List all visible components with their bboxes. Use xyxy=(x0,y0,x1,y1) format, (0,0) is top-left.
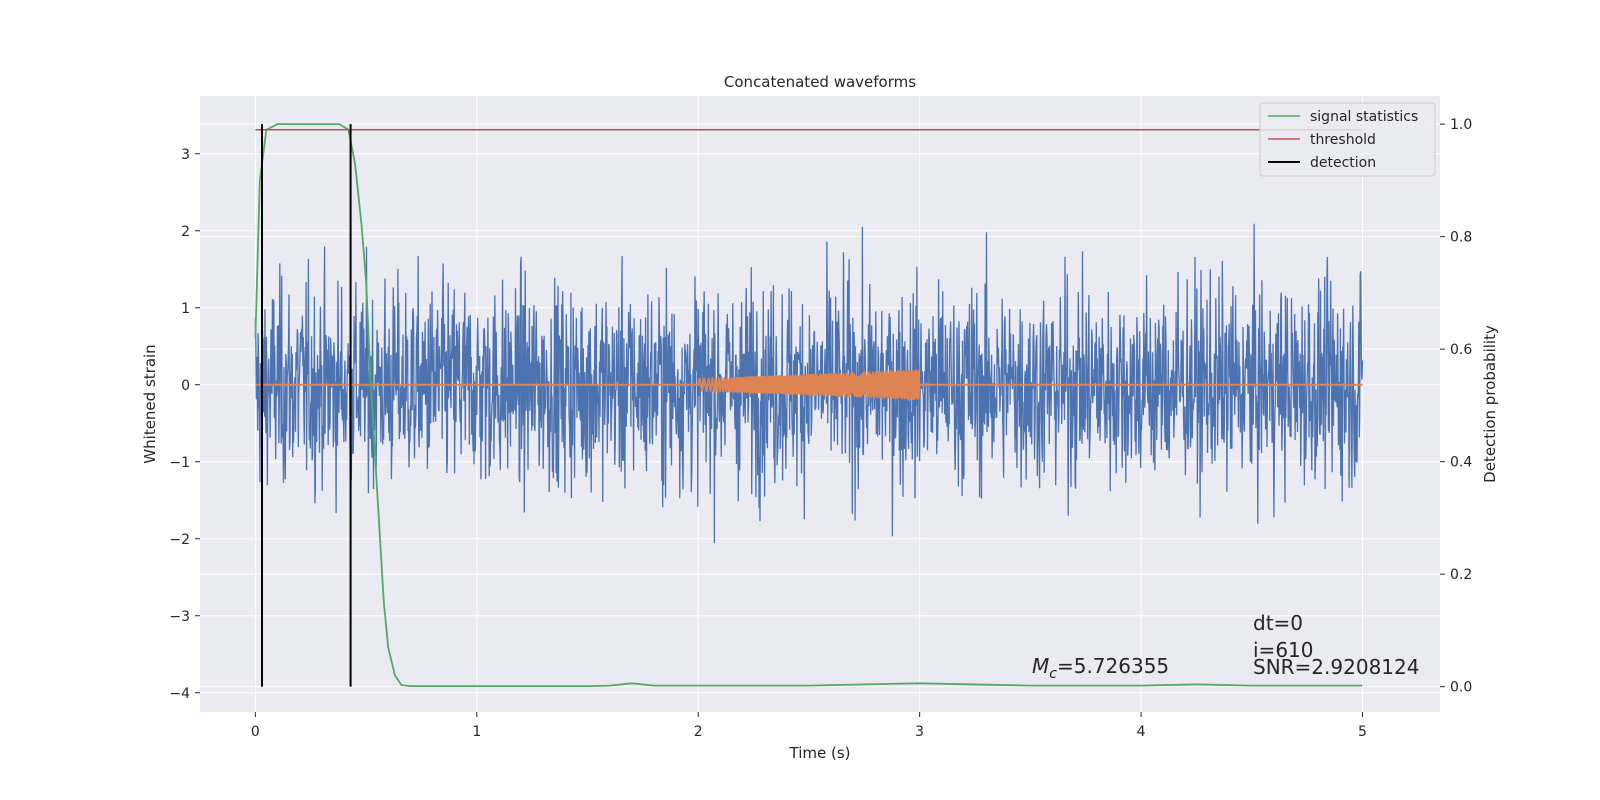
x-tick-label-5: 5 xyxy=(1358,724,1367,740)
plot-area-background xyxy=(200,96,1440,712)
signal-statistics-line xyxy=(254,123,1363,687)
y-left-tick-label-7: 3 xyxy=(181,147,190,163)
legend-label-statistics: signal statistics xyxy=(1310,109,1418,125)
y-left-tick-label-4: 0 xyxy=(181,378,190,394)
mc-subscript: c xyxy=(1049,666,1057,682)
injected-waveform-series xyxy=(255,369,1363,400)
annotation-mc: Mc=5.726355 xyxy=(1032,654,1169,682)
y-right-tick-label-3: 0.6 xyxy=(1450,342,1472,358)
x-axis-label: Time (s) xyxy=(789,744,851,762)
y-right-tick-label-5: 1.0 xyxy=(1450,117,1472,133)
y-left-tick-label-0: −4 xyxy=(169,686,190,702)
noise-series xyxy=(254,223,1364,544)
x-tick-label-2: 2 xyxy=(694,724,703,740)
chart-title: Concatenated waveforms xyxy=(724,73,916,91)
y-left-tick-label-1: −3 xyxy=(169,609,190,625)
axis-ticks: 0 1 2 3 4 5 −4 −3 −2 −1 0 1 2 3 0.0 0.2 0.4 0.6 0.8 1.0 xyxy=(169,117,1472,740)
x-tick-label-0: 0 xyxy=(251,724,260,740)
legend-label-detection: detection xyxy=(1310,155,1376,171)
mc-symbol: M xyxy=(1032,654,1049,678)
annotation-dt: dt=0 xyxy=(1253,611,1303,635)
y-right-tick-label-2: 0.4 xyxy=(1450,455,1472,471)
x-tick-label-4: 4 xyxy=(1137,724,1146,740)
mc-value: =5.726355 xyxy=(1057,654,1169,678)
signal-statistics-series xyxy=(254,123,1363,687)
y-left-tick-label-2: −2 xyxy=(169,532,190,548)
annotation-snr: SNR=2.9208124 xyxy=(1253,655,1419,679)
injected-chirp-line xyxy=(697,369,921,400)
y-right-tick-label-4: 0.8 xyxy=(1450,230,1472,246)
y-axis-left-label: Whitened strain xyxy=(141,344,159,463)
y-right-tick-label-0: 0.0 xyxy=(1450,680,1472,696)
y-right-tick-label-1: 0.2 xyxy=(1450,567,1472,583)
x-tick-label-3: 3 xyxy=(915,724,924,740)
legend-label-threshold: threshold xyxy=(1310,132,1376,148)
y-left-tick-label-3: −1 xyxy=(169,455,190,471)
annotation-i: i=610 xyxy=(1253,638,1314,662)
grid xyxy=(200,96,1440,712)
noise-line xyxy=(254,223,1364,544)
legend-frame xyxy=(1259,102,1436,177)
legend: signal statistics threshold detection xyxy=(1259,102,1436,177)
y-axis-right-label: Detection probability xyxy=(1481,325,1499,483)
y-left-tick-label-5: 1 xyxy=(181,301,190,317)
svg-text:Mc=5.726355: Mc=5.726355 xyxy=(1032,654,1169,682)
y-left-tick-label-6: 2 xyxy=(181,224,190,240)
x-tick-label-1: 1 xyxy=(472,724,481,740)
detection-series xyxy=(261,124,352,687)
